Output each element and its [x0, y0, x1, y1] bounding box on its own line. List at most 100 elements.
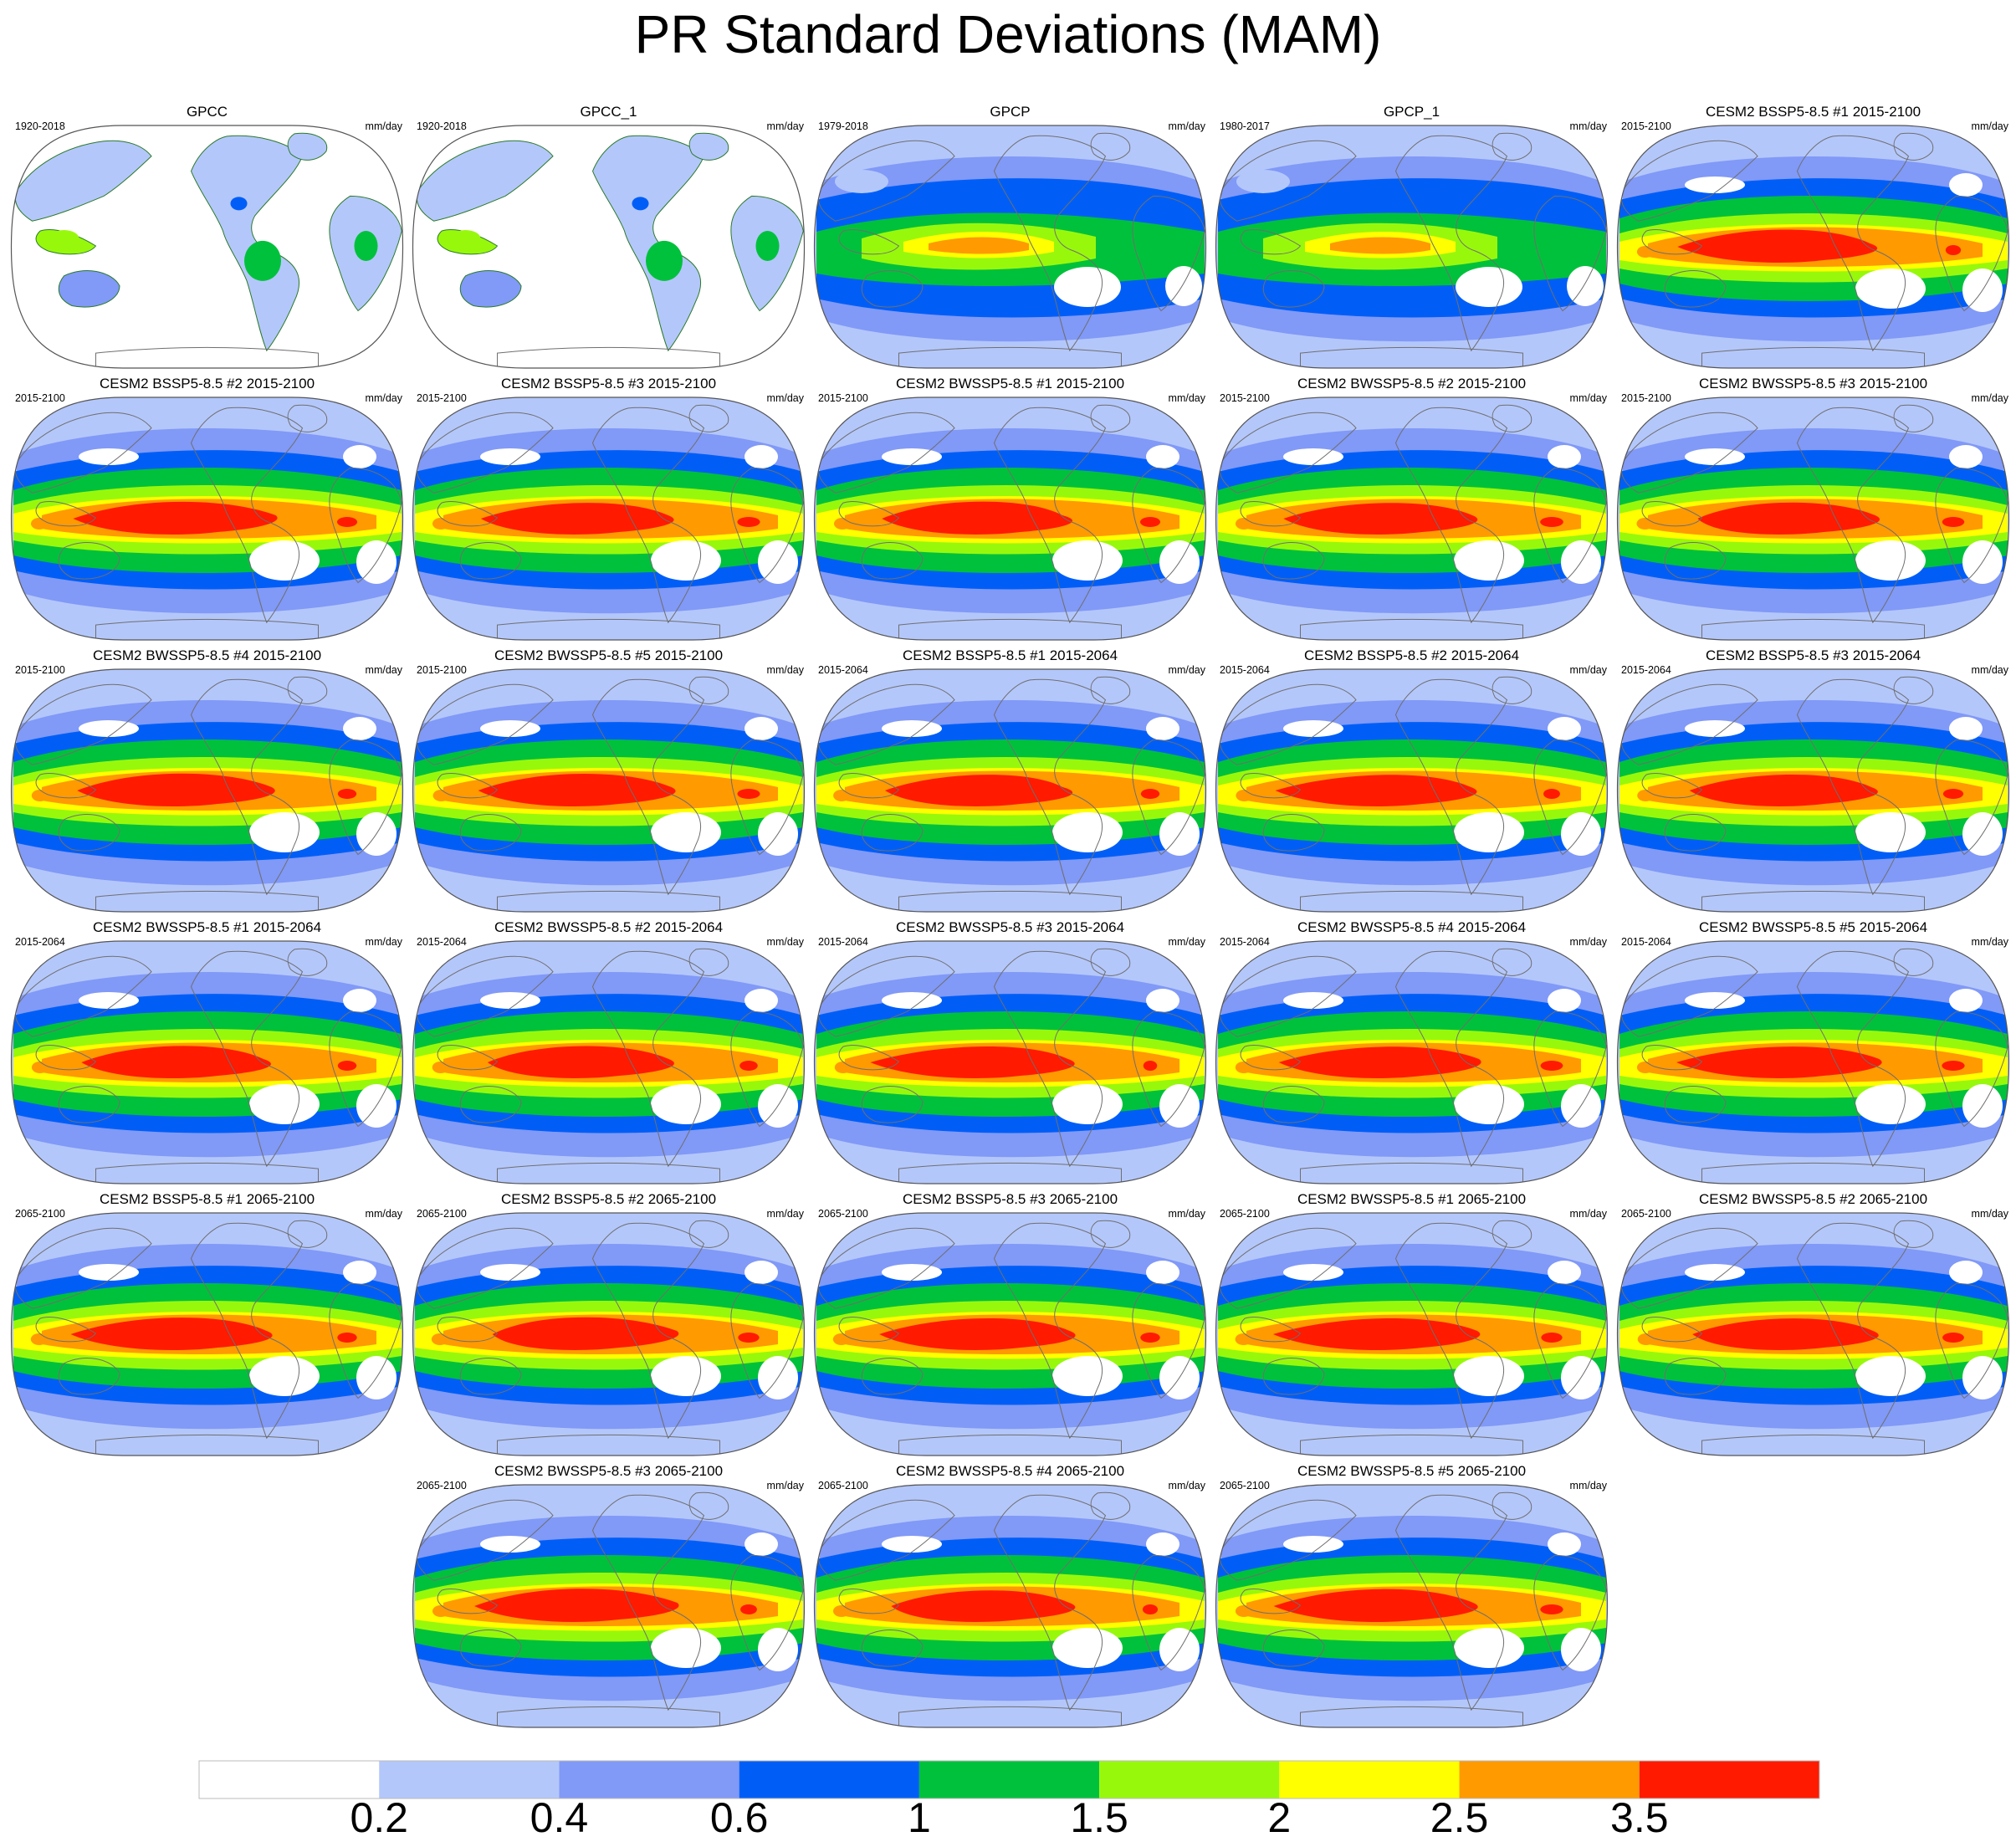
coastline-australia — [459, 1630, 522, 1667]
map-plot — [813, 125, 1207, 369]
colorbar-swatch — [559, 1761, 739, 1798]
coastline-greenland — [1492, 948, 1532, 976]
colorbar-tick-label: 0.2 — [350, 1794, 408, 1841]
land-eurasia — [14, 140, 152, 222]
map-panel: CESM2 BWSSP5-8.5 #1 2015-2100 2015-2100 mm… — [811, 375, 1209, 642]
contour-fill-3.5 — [1540, 1061, 1563, 1071]
contour-fill-0.2 — [1949, 1261, 1983, 1284]
map-outline — [10, 1212, 404, 1456]
coastline-greenland — [1492, 1491, 1532, 1520]
contour-fill-3.5 — [1637, 790, 1655, 801]
map-panel: GPCC 1920-2018 mm/day — [8, 103, 406, 371]
map-outline — [1215, 397, 1609, 641]
map-plot — [412, 668, 806, 913]
contour-field — [1617, 1213, 2009, 1456]
map-outline — [813, 125, 1207, 369]
coastline-greenland — [287, 948, 328, 976]
map-outline — [412, 125, 806, 369]
map-outline — [412, 1212, 806, 1456]
coastline-africa — [1132, 739, 1205, 856]
contour-fill-3.5 — [1945, 245, 1962, 255]
map-plot — [813, 1484, 1207, 1728]
coastline-africa — [1533, 1010, 1607, 1128]
colorbar-frame — [198, 1760, 1820, 1799]
panel-units: mm/day — [1569, 392, 1607, 404]
coastline-australia — [1664, 1358, 1727, 1395]
panel-title: CESM2 BWSSP5-8.5 #5 2015-2064 — [1698, 919, 1928, 935]
contour-fill-0.2 — [744, 989, 778, 1012]
contour-fill-3.5 — [31, 790, 49, 801]
coastline-seasia — [437, 773, 499, 799]
coastline-americas — [190, 950, 304, 1168]
coastline-africa — [1533, 467, 1607, 584]
coastline-seasia — [1240, 773, 1302, 799]
coastline-seasia — [35, 501, 97, 527]
coastline-seasia — [437, 1589, 499, 1614]
contour-fill-0.2 — [343, 1261, 376, 1284]
coastline-greenland — [1893, 948, 1934, 976]
contour-fill-3.5 — [1942, 789, 1964, 799]
contour-fill-0.2 — [1949, 717, 1983, 740]
contour-fill-0.2 — [882, 992, 942, 1009]
panel-units: mm/day — [365, 664, 402, 676]
contour-field — [412, 125, 805, 368]
map-plot — [1616, 1212, 2010, 1456]
coastline-seasia — [35, 773, 97, 799]
panel-period: 2065-2100 — [818, 1208, 868, 1220]
contour-fill-3.5 — [737, 517, 760, 527]
coastline-greenland — [1090, 676, 1131, 704]
panel-title: CESM2 BWSSP5-8.5 #1 2065-2100 — [1297, 1191, 1527, 1207]
contour-fill-3.5 — [738, 1333, 760, 1343]
land-americas — [591, 135, 705, 352]
contour-fill-0.2 — [1685, 1264, 1745, 1281]
panel-units: mm/day — [1168, 664, 1205, 676]
contour-fill-3.5 — [1636, 518, 1654, 530]
panel-units: mm/day — [365, 936, 402, 948]
contour-fill-0.2 — [1283, 448, 1343, 465]
contour-field — [1617, 397, 2009, 640]
contour-fill-3.5 — [1942, 517, 1965, 527]
panel-title: CESM2 BSSP5-8.5 #3 2065-2100 — [902, 1191, 1118, 1207]
panel-units: mm/day — [1971, 1208, 2008, 1220]
coastline-seasia — [1641, 1045, 1703, 1071]
coastline-eurasia — [817, 955, 955, 1037]
contour-fill-0.2 — [1052, 812, 1123, 852]
contour-fill-0.2 — [1454, 540, 1524, 581]
land-wet-tropics — [755, 231, 780, 261]
colorbar-swatch — [1279, 1761, 1460, 1798]
map-panel: CESM2 BSSP5-8.5 #1 2065-2100 2065-2100 mm/… — [8, 1190, 406, 1458]
coastline-greenland — [688, 404, 729, 432]
map-plot — [1215, 668, 1609, 913]
contour-fill-3.5 — [70, 1317, 273, 1350]
coastline-eurasia — [817, 683, 955, 765]
coastline-americas — [1796, 135, 1910, 352]
coastline-americas — [190, 678, 304, 896]
panel-title: CESM2 BSSP5-8.5 #2 2015-2064 — [1303, 647, 1520, 663]
contour-fill-0.2 — [1454, 1356, 1524, 1396]
panel-title: CESM2 BWSSP5-8.5 #4 2015-2064 — [1297, 919, 1527, 935]
panel-units: mm/day — [766, 1208, 804, 1220]
map-panel: GPCC_1 1920-2018 mm/day — [410, 103, 807, 371]
contour-fill-2.5 — [929, 237, 1029, 254]
panel-title: CESM2 BWSSP5-8.5 #5 2015-2100 — [494, 647, 724, 663]
coastline-africa — [1935, 467, 2008, 584]
contour-fill-3.5 — [1235, 1605, 1252, 1617]
map-outline — [1616, 1212, 2010, 1456]
coastline-greenland — [1893, 1220, 1934, 1248]
coastline-americas — [1796, 407, 1910, 624]
map-outline — [813, 1484, 1207, 1728]
map-outline — [813, 1212, 1207, 1456]
contour-fill-0.2 — [343, 717, 376, 740]
coastline-eurasia — [416, 683, 554, 765]
panel-period: 2065-2100 — [417, 1208, 467, 1220]
contour-fill-3.5 — [1541, 1332, 1563, 1343]
coastline-greenland — [1893, 676, 1934, 704]
contour-fill-0.2 — [1236, 170, 1290, 193]
contour-fill-0.2 — [1855, 269, 1926, 309]
contour-field — [11, 1213, 403, 1456]
map-outline — [412, 940, 806, 1184]
panel-units: mm/day — [766, 120, 804, 132]
panel-period: 2015-2064 — [1621, 936, 1671, 948]
coastline-americas — [1796, 1222, 1910, 1440]
contour-fill-0.2 — [1052, 1084, 1123, 1124]
